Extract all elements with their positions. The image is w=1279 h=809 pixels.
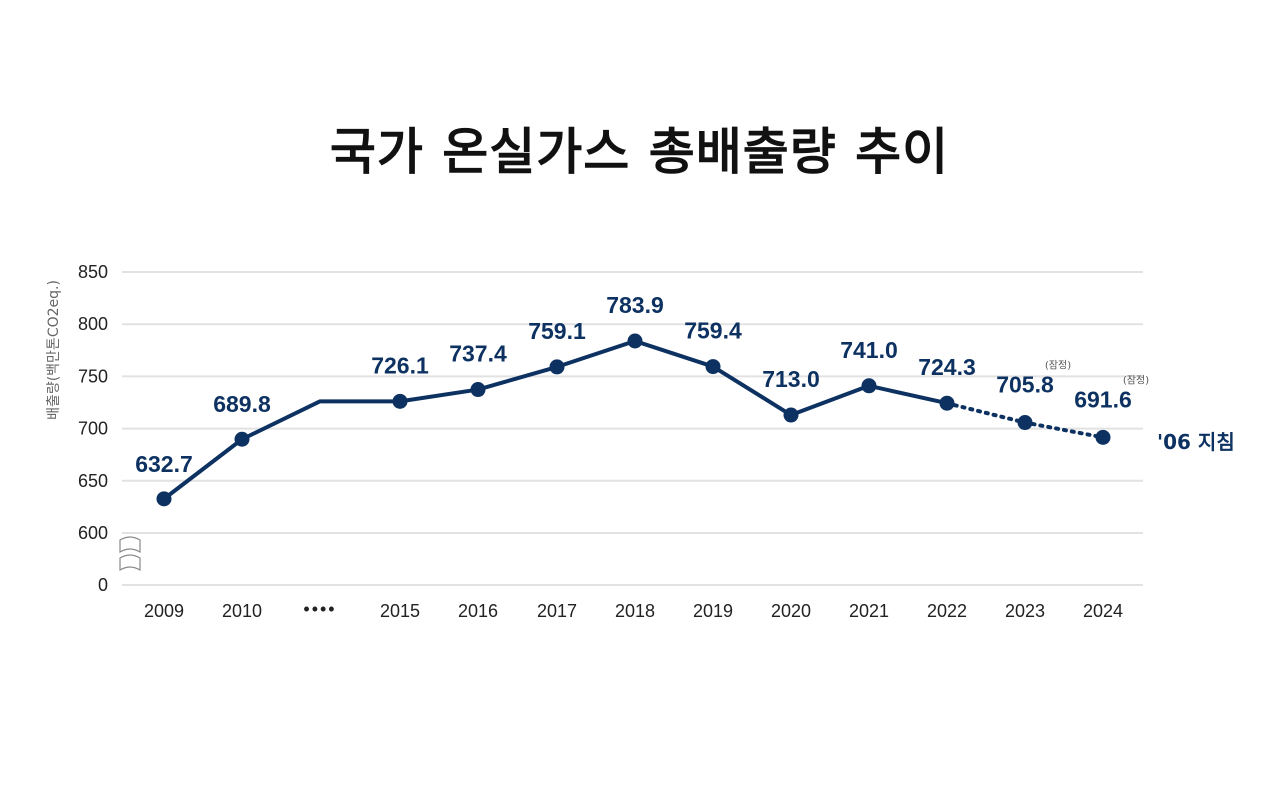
- x-tick-label: 2021: [849, 601, 889, 621]
- data-point: [549, 359, 565, 375]
- data-label: 691.6: [1074, 386, 1132, 412]
- y-axis-label: 배출량(백만톤CO2eq.): [46, 280, 62, 420]
- data-label: 737.4: [449, 341, 507, 367]
- x-tick-label: 2017: [537, 601, 577, 621]
- x-tick-label: ••••: [303, 599, 336, 619]
- data-point: [783, 407, 799, 423]
- y-tick-label: 700: [78, 419, 108, 439]
- x-tick-label: 2020: [771, 601, 811, 621]
- data-point: [234, 431, 250, 447]
- data-point: [1095, 429, 1111, 445]
- data-point: [470, 382, 486, 398]
- y-tick-label: 0: [98, 575, 108, 595]
- x-tick-label: 2016: [458, 601, 498, 621]
- x-axis-ticks: 2009 2010 •••• 2015 2016 2017 2018 2019 2020 2021…: [144, 599, 1123, 621]
- x-tick-label: 2023: [1005, 601, 1045, 621]
- x-tick-label: 2010: [222, 601, 262, 621]
- data-label: 632.7: [135, 451, 193, 477]
- provisional-label: (잠정): [1045, 360, 1071, 372]
- series-points: [156, 333, 1111, 507]
- guideline-annotation: '06 지침: [1157, 430, 1235, 454]
- y-tick-label: 600: [78, 523, 108, 543]
- x-tick-label: 2018: [615, 601, 655, 621]
- x-tick-label: 2015: [380, 601, 420, 621]
- y-tick-label: 850: [78, 262, 108, 282]
- x-tick-label: 2009: [144, 601, 184, 621]
- axis-break-symbol: [119, 536, 141, 572]
- axis-break-wave: [119, 536, 141, 554]
- y-axis-ticks: 0 600 650 700 750 800 850: [78, 262, 108, 595]
- data-label: 689.8: [213, 391, 271, 417]
- data-label: 741.0: [840, 337, 898, 363]
- data-label: 705.8: [996, 372, 1054, 398]
- chart-title: 국가 온실가스 총배출량 추이: [329, 123, 950, 181]
- data-label: 724.3: [918, 354, 976, 380]
- data-point: [705, 359, 721, 375]
- y-tick-label: 750: [78, 366, 108, 386]
- x-tick-label: 2024: [1083, 601, 1123, 621]
- y-tick-label: 800: [78, 314, 108, 334]
- x-tick-label: 2019: [693, 601, 733, 621]
- data-label: 759.4: [684, 318, 742, 344]
- gridlines: [122, 271, 1143, 586]
- data-point: [939, 395, 955, 411]
- provisional-label: (잠정): [1123, 374, 1149, 386]
- data-point: [627, 333, 643, 349]
- data-label: 726.1: [371, 352, 429, 378]
- data-label: 783.9: [606, 292, 664, 318]
- axis-break-wave: [119, 554, 141, 572]
- data-point: [392, 393, 408, 409]
- data-point: [1017, 415, 1033, 431]
- data-point: [156, 491, 172, 507]
- data-label: 759.1: [528, 318, 586, 344]
- x-tick-label: 2022: [927, 601, 967, 621]
- data-point: [861, 378, 877, 394]
- y-tick-label: 650: [78, 471, 108, 491]
- data-label: 713.0: [762, 366, 820, 392]
- data-labels: 632.7 689.8 726.1 737.4 759.1 783.9 759.4 713.0…: [135, 292, 1149, 477]
